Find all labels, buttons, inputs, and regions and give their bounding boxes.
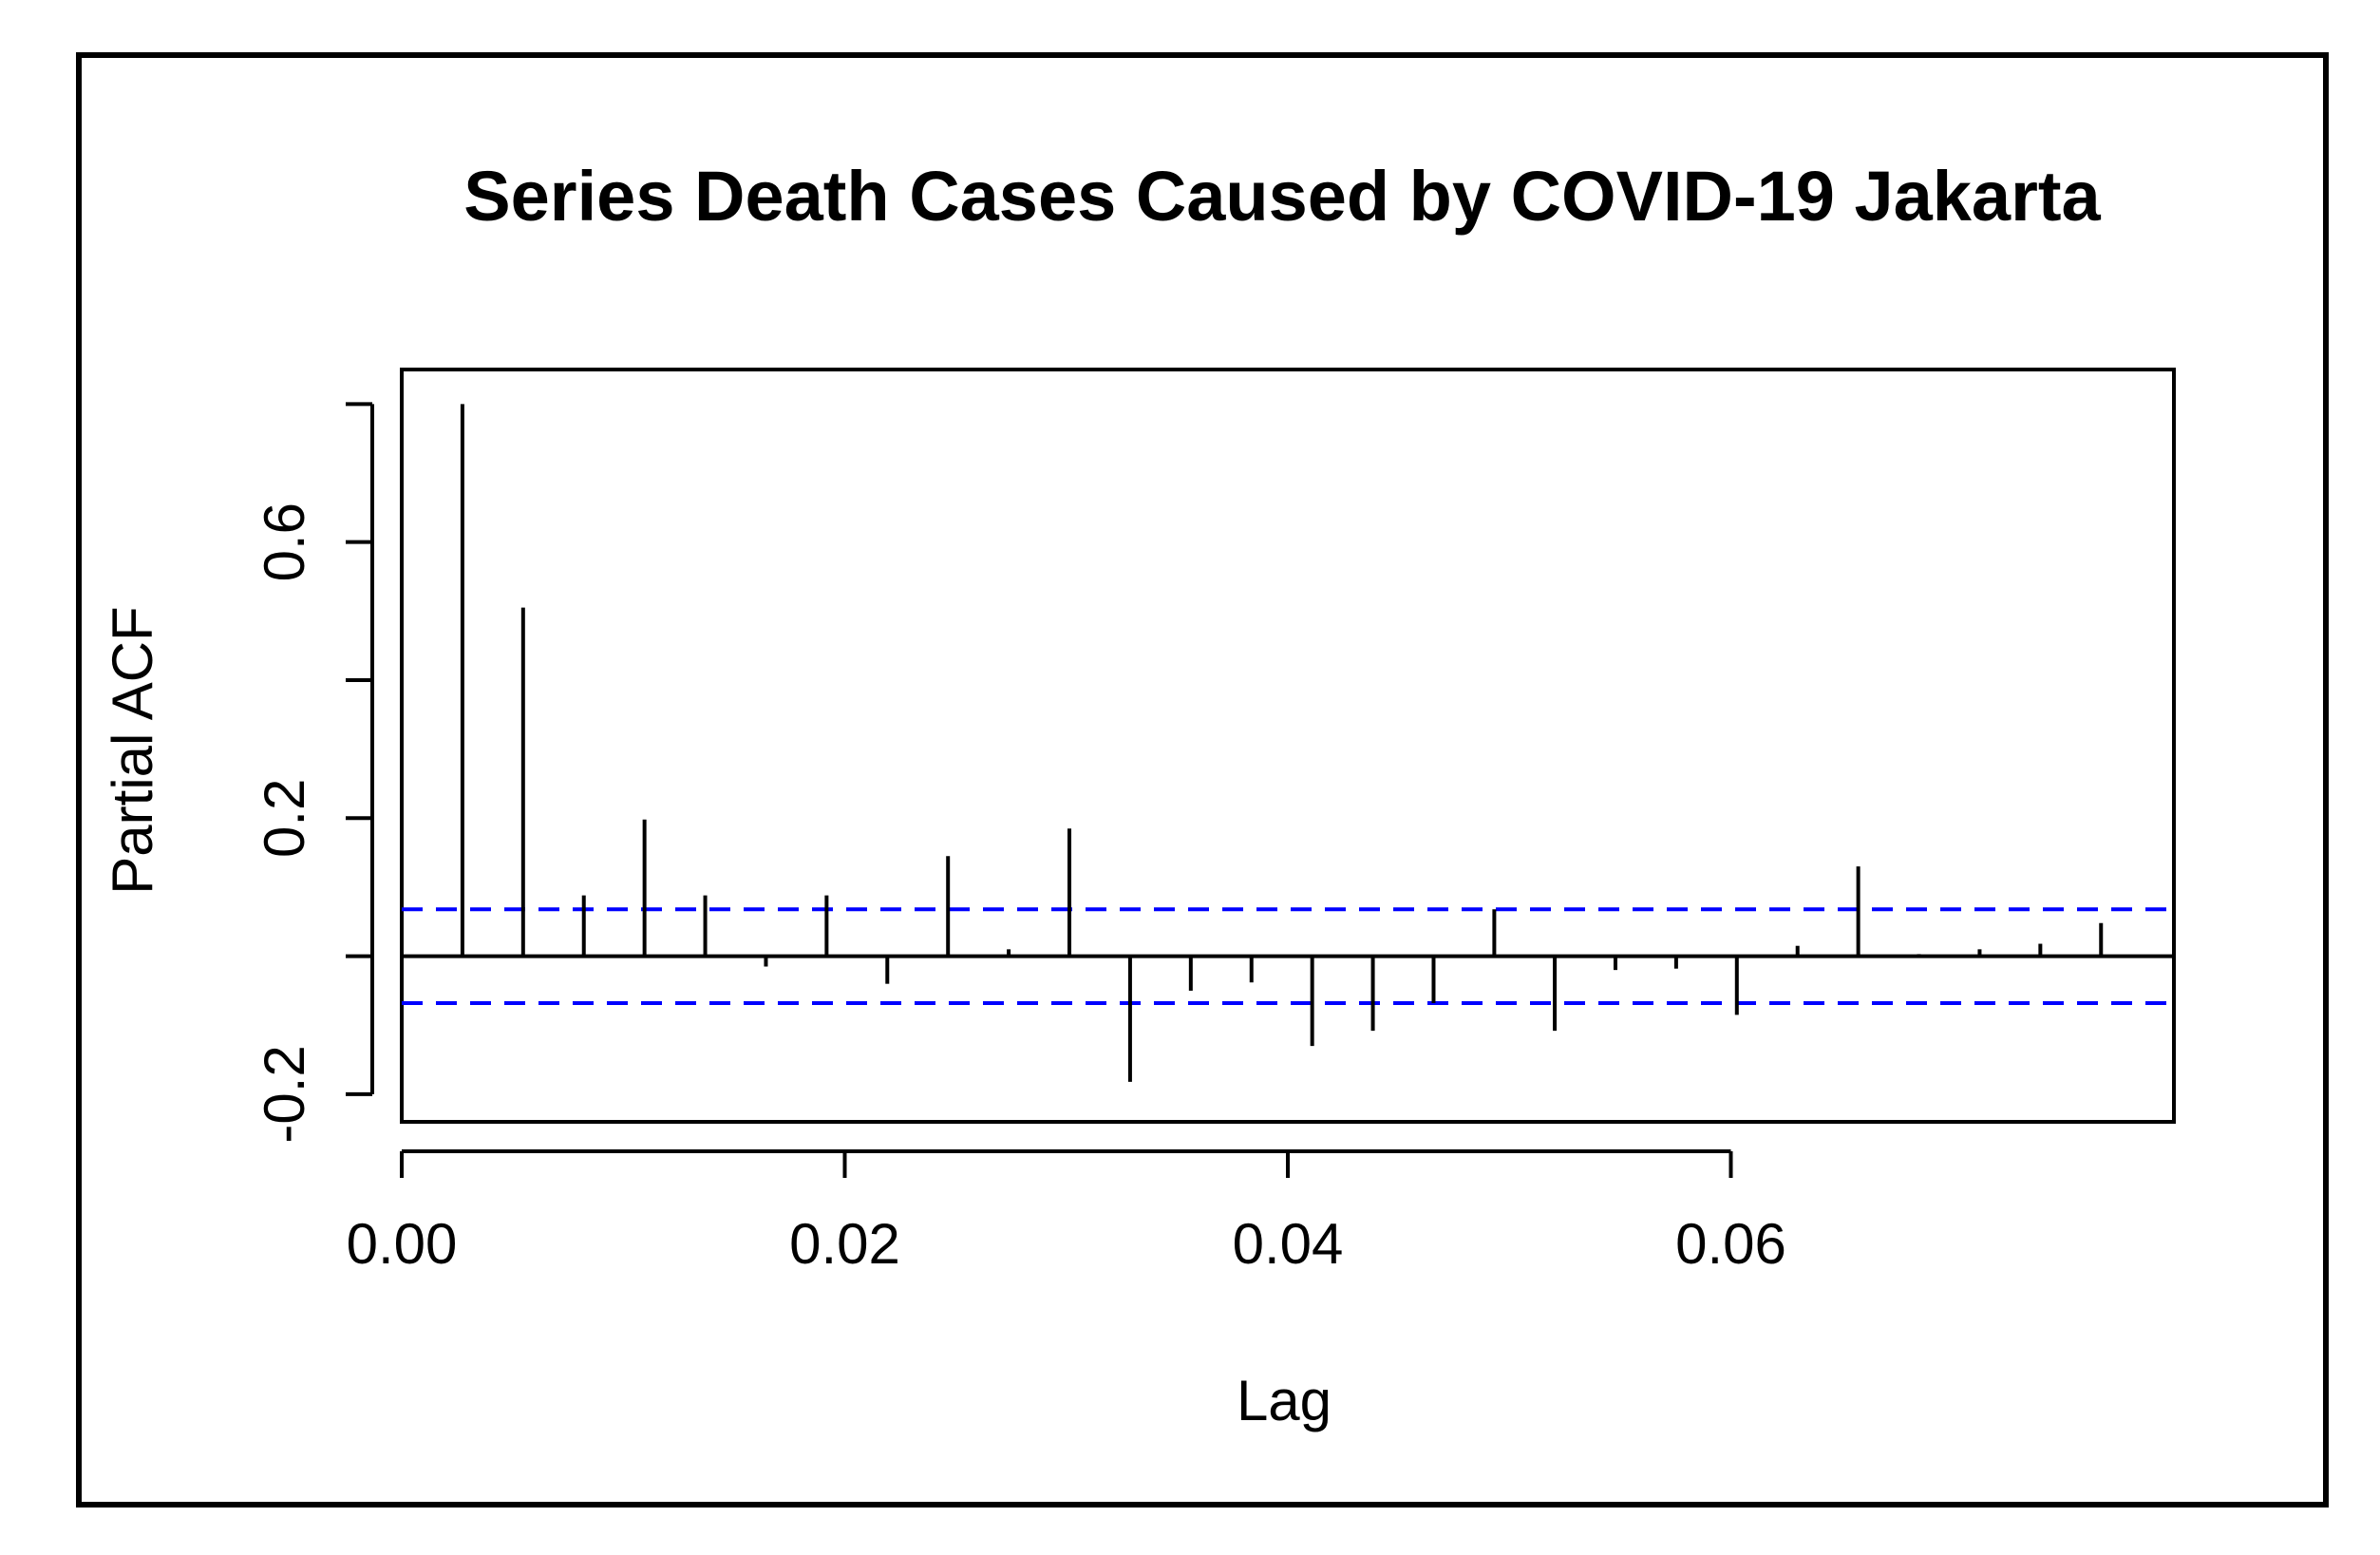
plot-border [400, 368, 2176, 1124]
y-axis-label: Partial ACF [101, 606, 164, 894]
axes: -0.2 0.2 0.6 0.00 0.02 0.04 0.06 [253, 402, 2174, 1276]
y-tick-label: 0.6 [253, 503, 316, 581]
y-tick-label: -0.2 [253, 1045, 316, 1143]
y-tick-label: 0.2 [253, 779, 316, 858]
x-tick-label: 0.04 [1233, 1212, 1344, 1276]
confidence-bounds [402, 907, 2174, 1006]
figure-frame [76, 52, 2329, 1508]
x-tick-label: 0.00 [347, 1212, 458, 1276]
x-axis-label: Lag [1237, 1369, 1332, 1432]
x-tick-label: 0.02 [789, 1212, 900, 1276]
pacf-spikes [460, 404, 2104, 1082]
chart-title: Series Death Cases Caused by COVID-19 Ja… [463, 157, 2101, 236]
x-tick-label: 0.06 [1675, 1212, 1786, 1276]
